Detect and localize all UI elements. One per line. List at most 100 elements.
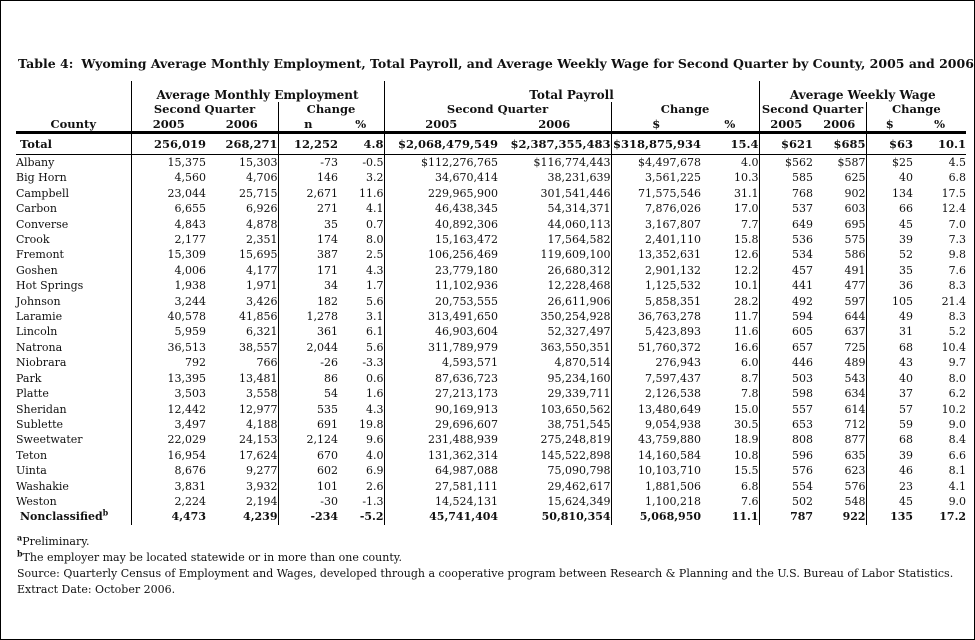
value-cell: 15,624,349: [547, 494, 611, 508]
value-cell: 3.2: [366, 171, 384, 185]
value-cell: 12,252: [277, 132, 338, 155]
table-row: Natrona 36,513 38,557 2,044 5.6 311,789,979 36…: [16, 339, 966, 356]
county-cell: Park: [16, 371, 42, 385]
value-cell: 35: [277, 216, 338, 233]
value-cell: 5.6: [366, 294, 384, 308]
value-cell: 543: [844, 371, 866, 385]
county-cell: Big Horn: [16, 171, 67, 185]
table-row: Converse 4,843 4,878 35 0.7 40,892,306 44,060,…: [16, 216, 967, 233]
value-cell: 5,068,950: [610, 509, 702, 525]
value-cell: 2,401,110: [610, 232, 702, 248]
value-cell: 6.6: [948, 448, 967, 462]
value-cell: 17,624: [239, 448, 278, 462]
value-cell: 6.1: [366, 325, 384, 339]
county-cell: Campbell: [16, 186, 70, 200]
value-cell: 36,763,278: [610, 309, 702, 325]
value-cell: 231,488,939: [383, 432, 499, 448]
value-cell: 1,125,532: [610, 278, 702, 294]
table-row: Sheridan 12,442 12,977 535 4.3 90,169,913 103,…: [16, 401, 966, 417]
value-cell: 105: [865, 293, 914, 310]
county-cell: Hot Springs: [16, 279, 84, 293]
value-cell: 766: [256, 356, 278, 370]
value-cell: 86: [277, 370, 338, 387]
value-cell: 268,271: [206, 132, 278, 155]
value-cell: 2,124: [277, 432, 338, 448]
value-cell: 40: [865, 170, 914, 186]
value-cell: 5,959: [130, 324, 206, 340]
value-cell: 603: [844, 202, 866, 216]
value-cell: 8.3: [948, 279, 967, 293]
value-cell: 3,167,807: [610, 216, 702, 233]
value-cell: 182: [277, 293, 338, 310]
value-cell: 59: [865, 416, 914, 433]
page-title-prefix: Table 4:: [18, 56, 74, 71]
table-row: Laramie 40,578 41,856 1,278 3.1 313,491,650 35…: [16, 309, 966, 325]
value-cell: $2,387,355,483: [498, 132, 612, 155]
value-cell: 768: [758, 185, 814, 202]
value-cell: 3,244: [130, 293, 206, 310]
value-cell: 808: [758, 432, 814, 448]
value-cell: 4,843: [130, 216, 206, 233]
value-cell: 46: [865, 463, 914, 479]
value-cell: 57: [865, 401, 914, 417]
column-header-emp-2005: 2005: [130, 116, 206, 134]
value-cell: 12,977: [239, 402, 278, 416]
table-row: Nonclassifiedb 4,473 4,239 -234 -5.2 45,741,4…: [16, 509, 966, 525]
value-cell: 15,695: [239, 248, 278, 262]
county-cell: Sweetwater: [16, 433, 83, 447]
value-cell: 534: [758, 247, 814, 263]
value-cell: 23,044: [130, 185, 206, 202]
column-header-wage-dollar: $: [865, 116, 914, 134]
value-cell: 131,362,314: [383, 447, 499, 464]
value-cell: 50,810,354: [541, 510, 611, 524]
column-header-wage-2006: 2006: [813, 116, 867, 134]
value-cell: 7.6: [741, 494, 759, 508]
value-cell: $685: [813, 132, 867, 155]
table-row: Hot Springs 1,938 1,971 34 1.7 11,102,936 12,2…: [16, 278, 967, 294]
value-cell: 644: [844, 310, 866, 324]
value-cell: 5,858,351: [610, 293, 702, 310]
value-cell: 491: [844, 263, 866, 277]
column-header-county: County: [16, 116, 131, 134]
county-cell: Johnson: [16, 294, 61, 308]
value-cell: 68: [865, 432, 914, 448]
value-cell: 554: [758, 478, 814, 494]
value-cell: 922: [842, 510, 866, 524]
value-cell: 4,560: [130, 170, 206, 186]
value-cell: 15.0: [734, 402, 759, 416]
county-cell: Albany: [16, 156, 55, 169]
value-cell: -0.5: [362, 156, 384, 169]
value-cell: 43,759,880: [610, 432, 702, 448]
value-cell: 635: [844, 448, 866, 462]
value-cell: 9.0: [948, 494, 967, 508]
value-cell: 4.0: [741, 156, 759, 169]
value-cell: 712: [844, 417, 866, 431]
value-cell: -234: [277, 509, 338, 525]
value-cell: 2,044: [277, 339, 338, 356]
footnotes: aPreliminary. bThe employer may be locat…: [17, 532, 953, 598]
value-cell: 6.2: [948, 387, 967, 401]
value-cell: 7.0: [948, 217, 967, 231]
value-cell: 256,019: [130, 132, 206, 155]
value-cell: 4,006: [130, 262, 206, 279]
value-cell: -3.3: [362, 356, 384, 370]
county-header-spacer: [16, 81, 131, 102]
subheader-pay-change: Change: [610, 102, 760, 116]
table-row: Campbell 23,044 25,715 2,671 11.6 229,965,900…: [16, 185, 966, 202]
table-row: Fremont 15,309 15,695 387 2.5 106,256,469 119,…: [16, 247, 966, 263]
value-cell: 14,524,131: [383, 493, 499, 510]
table-row: Lincoln 5,959 6,321 361 6.1 46,903,604 52,327,…: [16, 324, 966, 340]
value-cell: 30.5: [734, 417, 759, 431]
value-cell: 31: [865, 324, 914, 340]
value-cell: 653: [758, 416, 814, 433]
value-cell: 634: [844, 387, 866, 401]
footnote-a-marker: a: [17, 532, 23, 543]
value-cell: 576: [844, 479, 866, 493]
value-cell: 2.5: [366, 248, 384, 262]
county-cell: Platte: [16, 387, 49, 401]
value-cell: -26: [277, 355, 338, 371]
table-row: Sweetwater 22,029 24,153 2,124 9.6 231,488,93…: [16, 432, 966, 448]
value-cell: 29,339,711: [547, 387, 611, 401]
value-cell: 4.0: [366, 448, 384, 462]
value-cell: 441: [758, 278, 814, 294]
